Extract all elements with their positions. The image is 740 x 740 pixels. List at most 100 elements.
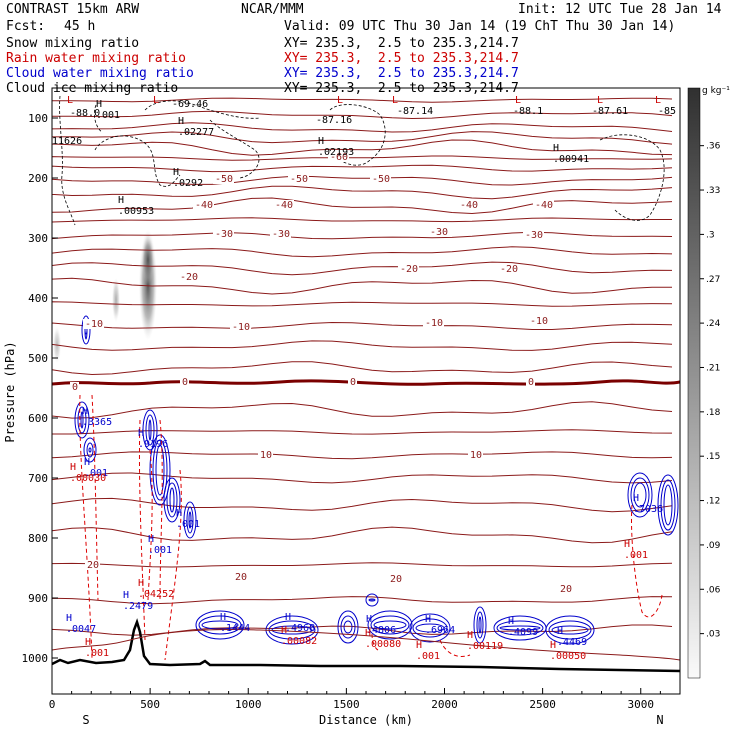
temperature-label: 0 xyxy=(350,377,356,388)
colorbar-tick-label: .09 xyxy=(706,541,721,551)
y-tick-label: 500 xyxy=(28,352,48,365)
high-value-label: .4968 xyxy=(285,623,315,634)
temp-label-bg xyxy=(83,319,104,329)
top-extrema-label: L xyxy=(515,95,521,106)
colorbar-tick-label: .15 xyxy=(706,452,720,462)
cloud-water-contour xyxy=(201,620,239,630)
temp-label-bg xyxy=(180,377,189,387)
top-extrema-label: 11626 xyxy=(52,136,82,147)
high-marker: H xyxy=(220,612,226,623)
temperature-label: -50 xyxy=(372,174,390,185)
colorbar-tick-label: .24 xyxy=(706,319,721,329)
temperature-contour-line xyxy=(52,131,673,145)
field-xy-rain: XY= 235.3, 2.5 to 235.3,214.7 xyxy=(284,51,519,66)
high-value-label: .00119 xyxy=(467,641,503,652)
temp-label-bg xyxy=(85,560,100,570)
y-axis-label: Pressure (hPa) xyxy=(3,341,17,442)
high-value-label: .00953 xyxy=(118,206,154,217)
high-marker: H xyxy=(365,628,371,639)
high-value-label: .00050 xyxy=(550,651,586,662)
cloud-water-contour xyxy=(365,593,379,607)
high-value-label: .4099 xyxy=(508,627,538,638)
top-extrema-label: -88.1 xyxy=(513,106,543,117)
high-marker: H xyxy=(84,457,90,468)
colorbar-tick-label: .36 xyxy=(706,142,721,152)
high-value-label: .4806 xyxy=(366,625,396,636)
temperature-contour-line xyxy=(52,197,673,215)
rain-water-contours xyxy=(79,394,663,661)
high-marker: H xyxy=(70,462,76,473)
temperature-label: -50 xyxy=(215,174,233,185)
temperature-contour-line xyxy=(52,122,673,133)
temp-label-bg xyxy=(258,450,273,460)
temperature-label: -40 xyxy=(535,200,553,211)
high-marker: H xyxy=(96,99,102,110)
temperature-label: 10 xyxy=(470,450,482,461)
high-value-label: .6964 xyxy=(425,625,455,636)
y-tick-label: 300 xyxy=(28,232,48,245)
top-extrema-label: -85 xyxy=(658,106,676,117)
high-value-label: .04252 xyxy=(138,589,174,600)
high-value-label: .001 xyxy=(624,550,648,561)
temperature-label: -40 xyxy=(195,200,213,211)
high-marker: H xyxy=(416,640,422,651)
high-marker: H xyxy=(508,616,514,627)
top-extrema-label: L xyxy=(655,95,661,106)
temperature-label: -60 xyxy=(330,152,348,163)
x-tick-label: 500 xyxy=(140,698,160,711)
temp-label-bg xyxy=(370,174,391,184)
temperature-contour-line xyxy=(52,361,673,376)
high-marker: H xyxy=(550,640,556,651)
temperature-contour-line xyxy=(52,277,673,295)
temperature-label: 0 xyxy=(182,377,188,388)
top-extrema-label: -69.46 xyxy=(172,99,208,110)
terrain-line xyxy=(52,618,680,673)
temp-label-bg xyxy=(273,200,294,210)
fcst-value: 45 h xyxy=(64,19,96,34)
freezing-level-line xyxy=(52,379,680,386)
boundary-layer-line xyxy=(52,628,680,661)
cloud-water-contour xyxy=(169,487,175,513)
temperature-contour-line xyxy=(52,451,673,460)
temperature-contour-line xyxy=(52,139,673,156)
high-value-label: .0047 xyxy=(66,624,96,635)
temperature-contour-line xyxy=(52,596,673,605)
high-marker: H xyxy=(318,136,324,147)
high-marker: H xyxy=(553,143,559,154)
temperature-contour-line xyxy=(52,231,673,240)
temperature-contour-line xyxy=(52,155,673,161)
cloud-water-contour xyxy=(148,419,152,441)
temp-label-bg xyxy=(270,229,291,239)
y-tick-label: 1000 xyxy=(22,652,49,665)
temp-label-bg xyxy=(233,572,248,582)
top-extrema-label: L xyxy=(597,95,603,106)
field-name-snow: Snow mixing ratio xyxy=(6,36,140,51)
colorbar-unit: g kg⁻¹ xyxy=(702,86,730,96)
temp-label-bg xyxy=(423,318,444,328)
field-xy-cloudwater: XY= 235.3, 2.5 to 235.3,214.7 xyxy=(284,66,519,81)
cloud-water-contour xyxy=(370,598,374,602)
cloud-water-contour xyxy=(74,401,90,439)
temp-label-bg xyxy=(388,574,403,584)
field-xy-snow: XY= 235.3, 2.5 to 235.3,214.7 xyxy=(284,36,519,51)
colorbar xyxy=(687,87,701,679)
temperature-label: -10 xyxy=(530,316,548,327)
high-marker: H xyxy=(178,116,184,127)
y-tick-label: 100 xyxy=(28,112,48,125)
cloud-water-contour xyxy=(77,406,87,434)
temp-label-bg xyxy=(526,377,535,387)
snow-shading xyxy=(53,230,157,363)
high-value-label: .4469 xyxy=(557,637,587,648)
y-tick-label: 900 xyxy=(28,592,48,605)
temperature-contour-line xyxy=(52,472,673,484)
x-axis-label: Distance (km) xyxy=(319,713,413,727)
top-extrema-label: -87.14 xyxy=(397,106,433,117)
high-value-label: .7036 xyxy=(633,504,663,515)
temperature-contour-line xyxy=(52,175,673,186)
temperature-label: -10 xyxy=(425,318,443,329)
colorbar-tick-label: .27 xyxy=(706,275,720,285)
cloud-water-contour xyxy=(412,618,448,638)
colorbar-tick-label: .33 xyxy=(706,186,720,196)
cloud-water-contour xyxy=(152,439,168,501)
top-extrema-label: L xyxy=(392,95,398,106)
